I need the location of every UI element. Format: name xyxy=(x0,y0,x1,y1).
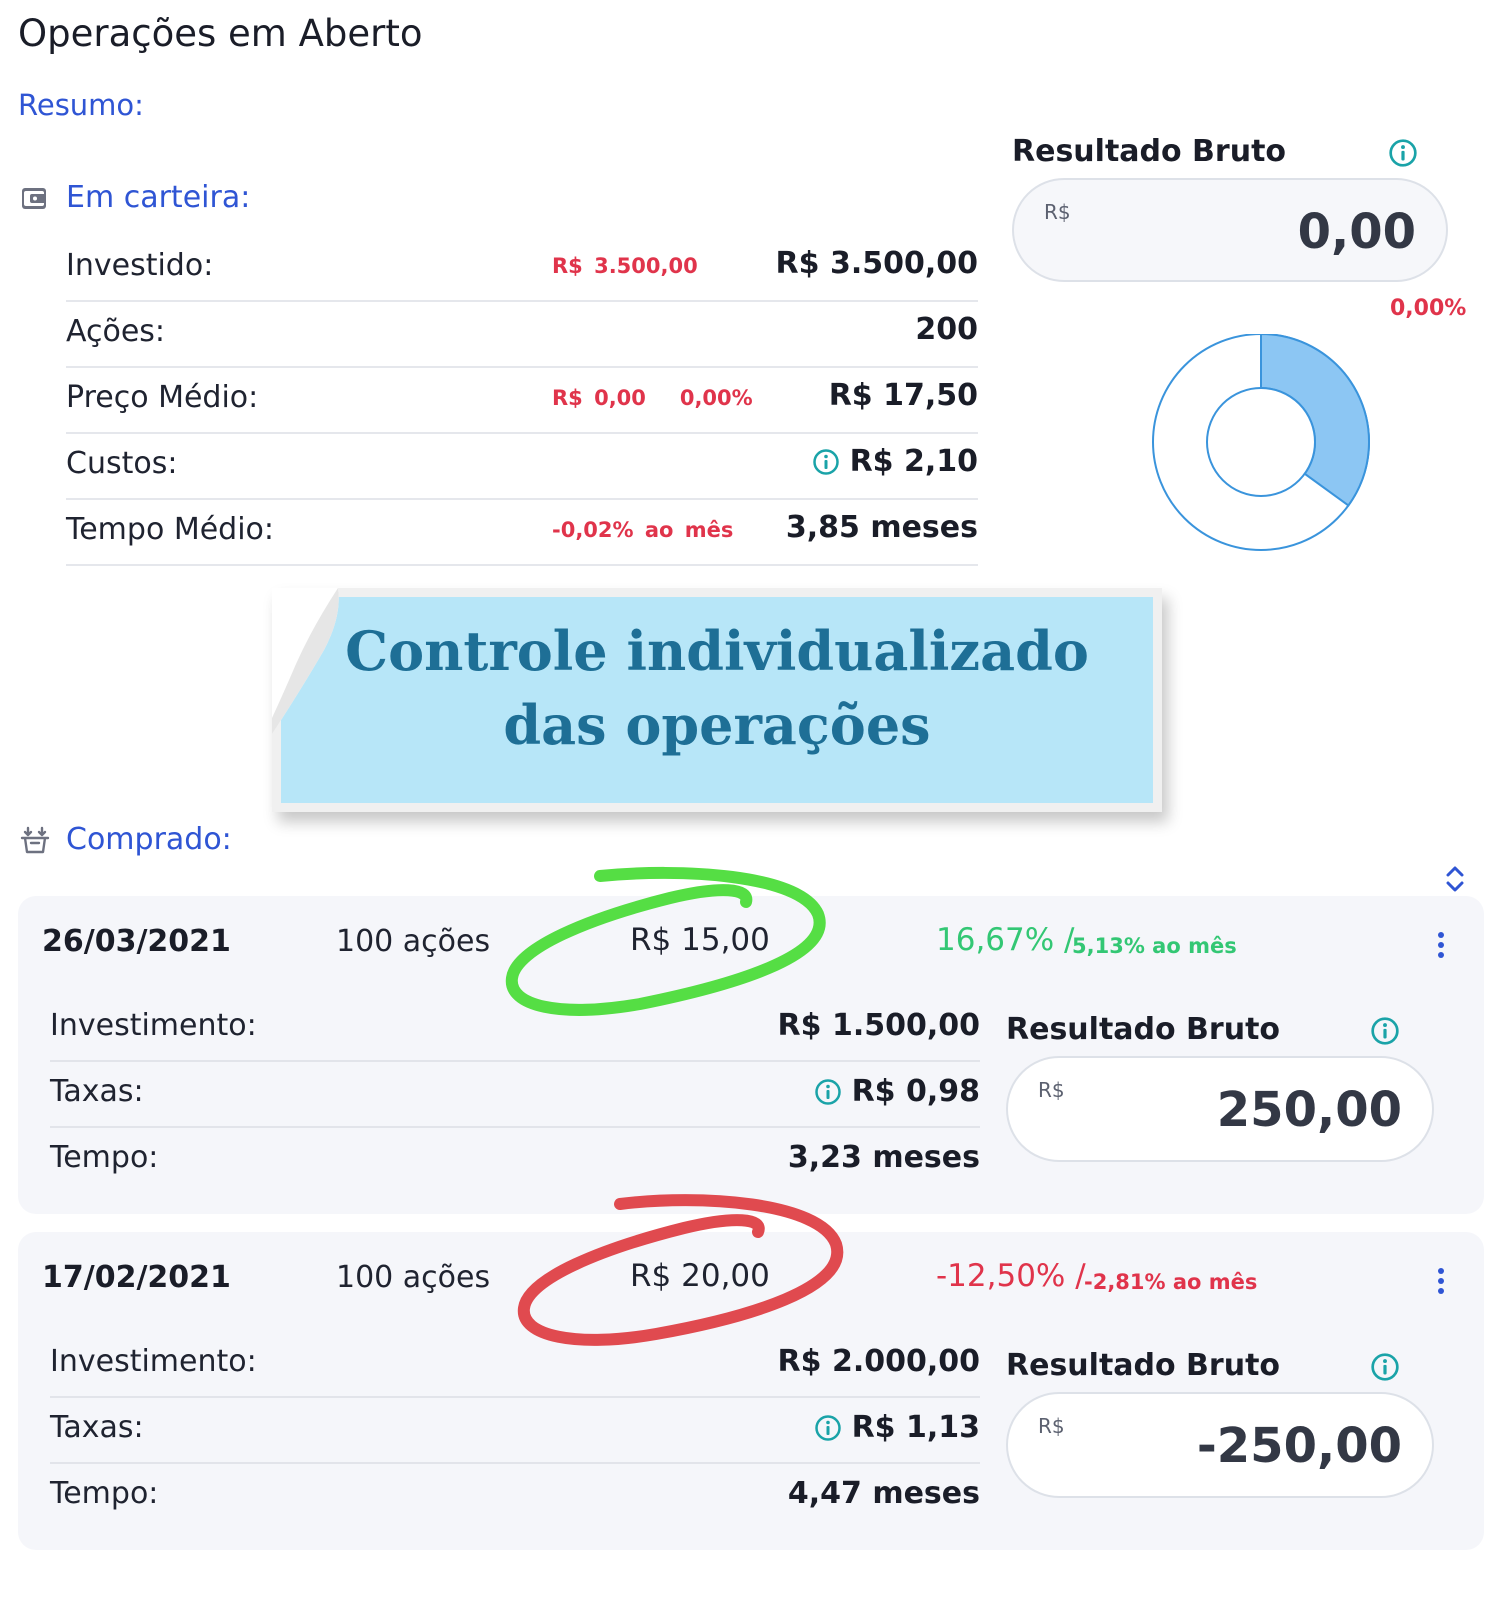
summary-row-tempo-medio: Tempo Médio: -0,02% ao mês 3,85 meses xyxy=(66,500,978,566)
detail-row-tempo: Tempo: 4,47 meses xyxy=(50,1464,980,1530)
comprado-label: Comprado: xyxy=(66,822,232,857)
resultado-bruto-value: 250,00 xyxy=(1216,1082,1402,1138)
detail-row-investimento: Investimento: R$ 2.000,00 xyxy=(50,1332,980,1398)
detail-label: Tempo: xyxy=(50,1140,159,1175)
banner-line-1: Controle individualizado xyxy=(345,619,1089,683)
detail-row-taxas: Taxas: R$ 0,98 xyxy=(50,1062,980,1128)
summary-table: Investido: R$ 3.500,00 R$ 3.500,00 Ações… xyxy=(66,236,978,566)
operation-card[interactable]: 17/02/2021 100 ações R$ 20,00 -12,50% / … xyxy=(18,1232,1484,1550)
resultado-bruto-value: -250,00 xyxy=(1196,1418,1402,1474)
currency-label: R$ xyxy=(1038,1414,1065,1438)
operation-percent: -12,50% / xyxy=(936,1258,1086,1294)
detail-value: R$ 1,13 xyxy=(814,1410,980,1445)
banner-text: Controle individualizado das operações xyxy=(272,614,1162,762)
operation-date: 26/03/2021 xyxy=(42,924,231,959)
feature-banner: Controle individualizado das operações xyxy=(272,588,1172,820)
operation-quantity: 100 ações xyxy=(336,1260,491,1295)
detail-row-taxas: Taxas: R$ 1,13 xyxy=(50,1398,980,1464)
resumo-label: Resumo: xyxy=(18,88,144,122)
detail-label: Taxas: xyxy=(50,1074,144,1109)
red-highlight-scribble xyxy=(517,1194,844,1346)
detail-value: 4,47 meses xyxy=(787,1476,980,1511)
summary-value: 200 xyxy=(915,312,978,347)
banner-background xyxy=(272,588,1162,812)
detail-row-tempo: Tempo: 3,23 meses xyxy=(50,1128,980,1194)
banner-line-2: das operações xyxy=(503,693,931,757)
summary-row-preco-medio: Preço Médio: R$ 0,00 0,00% R$ 17,50 xyxy=(66,368,978,434)
resultado-bruto-box: R$ 0,00 xyxy=(1012,178,1448,282)
page-title: Operações em Aberto xyxy=(18,12,423,55)
resultado-bruto-title: Resultado Bruto xyxy=(1012,134,1287,169)
green-highlight-scribble xyxy=(505,866,826,1016)
info-circle-icon[interactable] xyxy=(1370,1016,1400,1046)
detail-label: Investimento: xyxy=(50,1344,257,1379)
chevron-up-down-icon[interactable] xyxy=(1444,862,1466,896)
operation-quantity: 100 ações xyxy=(336,924,491,959)
vertical-dots-icon[interactable] xyxy=(1436,1266,1446,1296)
info-circle-icon[interactable] xyxy=(812,448,840,476)
summary-label: Investido: xyxy=(66,248,214,283)
resultado-bruto-title: Resultado Bruto xyxy=(1006,1348,1281,1383)
summary-secondary: R$ 0,00 0,00% xyxy=(552,386,753,410)
operation-details: Investimento: R$ 1.500,00 Taxas: R$ 0,98… xyxy=(50,996,980,1194)
operation-price: R$ 15,00 xyxy=(630,922,770,958)
resultado-bruto-box: R$ -250,00 xyxy=(1006,1392,1434,1498)
em-carteira-header: Em carteira: xyxy=(20,180,250,215)
resultado-bruto-percent: 0,00% xyxy=(1390,296,1467,321)
detail-value: R$ 1.500,00 xyxy=(777,1008,980,1043)
donut-chart xyxy=(1152,334,1370,551)
operation-details: Investimento: R$ 2.000,00 Taxas: R$ 1,13… xyxy=(50,1332,980,1530)
summary-label: Tempo Médio: xyxy=(66,512,275,547)
summary-row-custos: Custos: R$ 2,10 xyxy=(66,434,978,500)
wallet-icon xyxy=(22,187,46,209)
summary-value: R$ 2,10 xyxy=(812,444,978,479)
summary-secondary: R$ 3.500,00 xyxy=(552,254,698,278)
vertical-dots-icon[interactable] xyxy=(1436,930,1446,960)
detail-row-investimento: Investimento: R$ 1.500,00 xyxy=(50,996,980,1062)
detail-value: R$ 2.000,00 xyxy=(777,1344,980,1379)
detail-label: Taxas: xyxy=(50,1410,144,1445)
comprado-header: Comprado: xyxy=(20,822,232,857)
info-circle-icon[interactable] xyxy=(1388,138,1418,168)
summary-value: 3,85 meses xyxy=(785,510,978,545)
donut-hole xyxy=(1206,387,1316,497)
info-circle-icon[interactable] xyxy=(814,1078,842,1106)
operation-percent-month: 5,13% ao mês xyxy=(1072,934,1237,958)
detail-label: Investimento: xyxy=(50,1008,257,1043)
resultado-bruto-title: Resultado Bruto xyxy=(1006,1012,1281,1047)
detail-label: Tempo: xyxy=(50,1476,159,1511)
info-circle-icon[interactable] xyxy=(814,1414,842,1442)
resultado-bruto-value: 0,00 xyxy=(1297,204,1416,260)
operation-card[interactable]: 26/03/2021 100 ações R$ 15,00 16,67% / 5… xyxy=(18,896,1484,1214)
summary-row-investido: Investido: R$ 3.500,00 R$ 3.500,00 xyxy=(66,236,978,302)
operation-percent: 16,67% / xyxy=(936,922,1075,958)
summary-value: R$ 17,50 xyxy=(828,378,978,413)
operation-price: R$ 20,00 xyxy=(630,1258,770,1294)
summary-secondary: -0,02% ao mês xyxy=(552,518,734,542)
currency-label: R$ xyxy=(1044,200,1071,224)
currency-label: R$ xyxy=(1038,1078,1065,1102)
em-carteira-label: Em carteira: xyxy=(66,180,251,215)
operation-percent-month: -2,81% ao mês xyxy=(1084,1270,1258,1294)
summary-label: Custos: xyxy=(66,446,178,481)
info-circle-icon[interactable] xyxy=(1370,1352,1400,1382)
detail-value: R$ 0,98 xyxy=(814,1074,980,1109)
detail-value: 3,23 meses xyxy=(787,1140,980,1175)
summary-value: R$ 3.500,00 xyxy=(775,246,978,281)
resultado-bruto-box: R$ 250,00 xyxy=(1006,1056,1434,1162)
basket-download-icon xyxy=(20,826,50,853)
page-curl-decoration xyxy=(272,588,339,734)
summary-row-acoes: Ações: 200 xyxy=(66,302,978,368)
summary-label: Preço Médio: xyxy=(66,380,259,415)
operation-date: 17/02/2021 xyxy=(42,1260,231,1295)
summary-label: Ações: xyxy=(66,314,166,349)
